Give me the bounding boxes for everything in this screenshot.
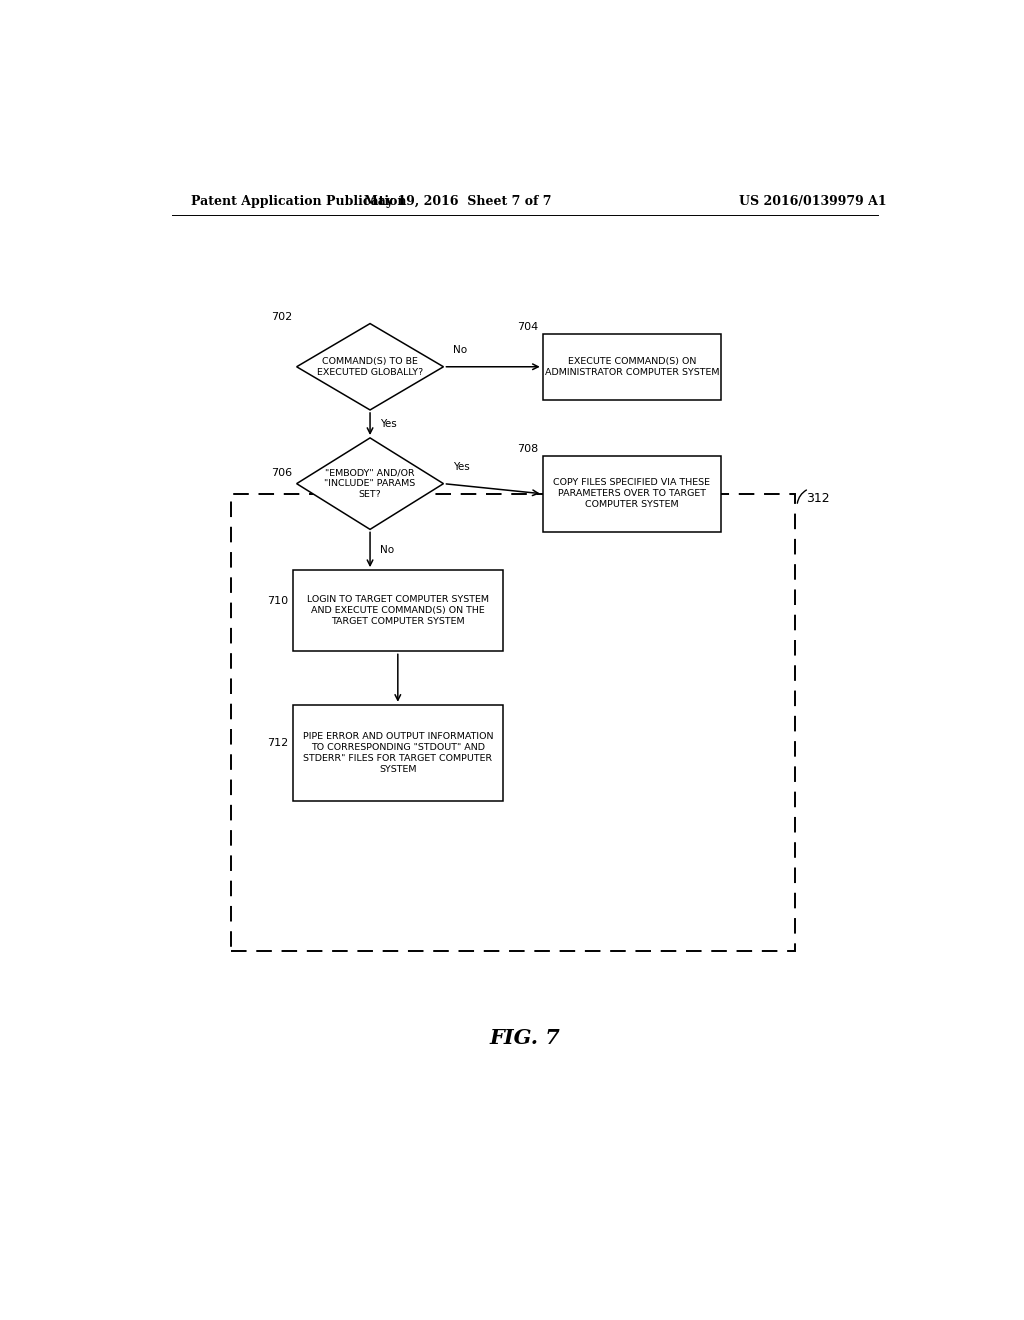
Text: No: No (453, 346, 467, 355)
Text: PIPE ERROR AND OUTPUT INFORMATION
TO CORRESPONDING "STDOUT" AND
STDERR" FILES FO: PIPE ERROR AND OUTPUT INFORMATION TO COR… (302, 731, 494, 774)
Text: COMMAND(S) TO BE
EXECUTED GLOBALLY?: COMMAND(S) TO BE EXECUTED GLOBALLY? (316, 356, 423, 376)
Bar (293, 705, 503, 801)
Text: FIG. 7: FIG. 7 (489, 1027, 560, 1048)
Text: US 2016/0139979 A1: US 2016/0139979 A1 (739, 194, 887, 207)
Text: May 19, 2016  Sheet 7 of 7: May 19, 2016 Sheet 7 of 7 (364, 194, 551, 207)
Bar (543, 334, 721, 400)
Text: No: No (380, 545, 393, 554)
Bar (231, 494, 795, 952)
Bar (293, 570, 503, 651)
Text: Yes: Yes (453, 462, 470, 473)
Text: EXECUTE COMMAND(S) ON
ADMINISTRATOR COMPUTER SYSTEM: EXECUTE COMMAND(S) ON ADMINISTRATOR COMP… (545, 356, 719, 376)
Text: 312: 312 (807, 492, 830, 506)
Text: Yes: Yes (380, 418, 396, 429)
Text: 710: 710 (267, 595, 289, 606)
Text: 706: 706 (271, 469, 293, 478)
Text: 702: 702 (271, 312, 293, 322)
Text: 712: 712 (267, 738, 289, 748)
Polygon shape (297, 323, 443, 411)
Text: LOGIN TO TARGET COMPUTER SYSTEM
AND EXECUTE COMMAND(S) ON THE
TARGET COMPUTER SY: LOGIN TO TARGET COMPUTER SYSTEM AND EXEC… (307, 595, 488, 626)
Polygon shape (297, 438, 443, 529)
Text: 704: 704 (517, 322, 539, 331)
Text: Patent Application Publication: Patent Application Publication (191, 194, 407, 207)
Text: "EMBODY" AND/OR
"INCLUDE" PARAMS
SET?: "EMBODY" AND/OR "INCLUDE" PARAMS SET? (325, 469, 416, 499)
Bar (543, 455, 721, 532)
Text: 708: 708 (517, 444, 539, 454)
Text: COPY FILES SPECIFIED VIA THESE
PARAMETERS OVER TO TARGET
COMPUTER SYSTEM: COPY FILES SPECIFIED VIA THESE PARAMETER… (553, 478, 711, 510)
